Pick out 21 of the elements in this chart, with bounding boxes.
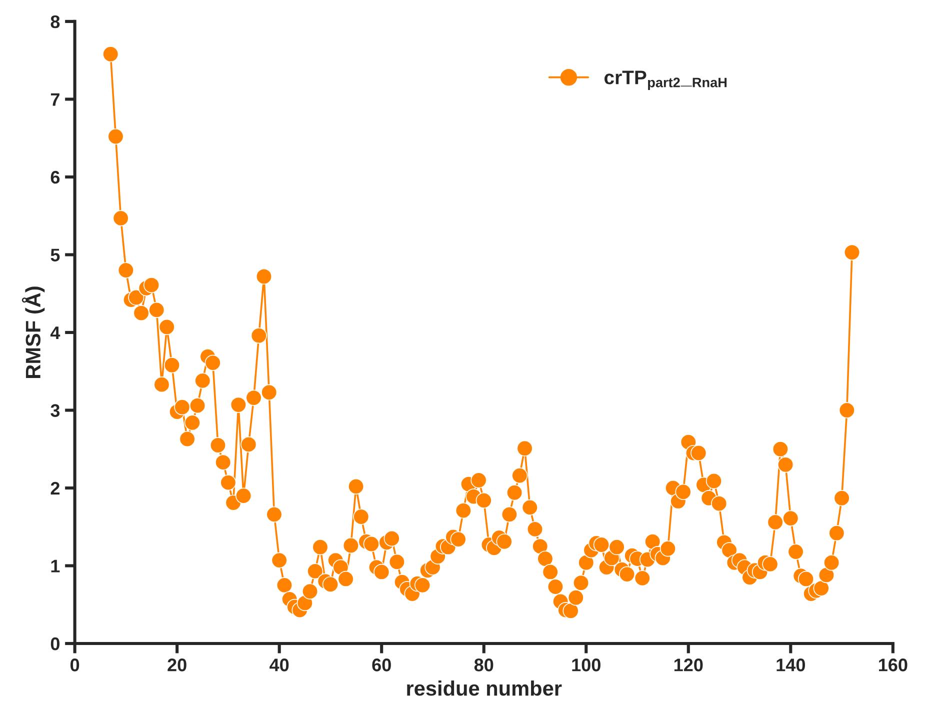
x-tick-label: 40 [270, 658, 289, 672]
y-axis-title: RMSF (Å) [22, 286, 45, 378]
x-tick-label: 100 [572, 658, 600, 672]
y-tick-label: 2 [50, 482, 60, 495]
x-tick-label: 140 [776, 658, 805, 672]
y-tick-label: 4 [50, 326, 60, 340]
y-tick-label: 1 [51, 560, 60, 572]
x-tick-label: 20 [168, 658, 186, 672]
x-axis-title: residue number [407, 680, 562, 696]
y-tick-label: 7 [50, 93, 60, 106]
x-tick-label: 120 [674, 658, 703, 672]
x-tick-label: 60 [372, 658, 391, 672]
y-tick-label: 3 [50, 404, 60, 417]
legend-label: crTP$_{part2}$_$_{RnaH}$ [604, 70, 727, 90]
x-tick-label: 0 [70, 658, 80, 672]
y-tick-label: 5 [50, 248, 60, 262]
x-tick-label: 160 [879, 658, 908, 672]
x-tick-label: 80 [474, 658, 494, 672]
y-tick-label: 0 [50, 637, 60, 650]
y-tick-label: 6 [50, 170, 60, 184]
y-tick-label: 8 [50, 15, 60, 28]
